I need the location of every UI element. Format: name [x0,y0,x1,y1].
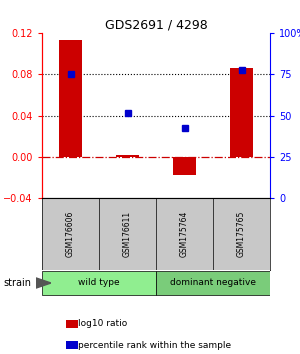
Text: GSM175765: GSM175765 [237,211,246,257]
Title: GDS2691 / 4298: GDS2691 / 4298 [105,19,207,32]
Text: GSM175764: GSM175764 [180,211,189,257]
Text: percentile rank within the sample: percentile rank within the sample [78,341,231,350]
Text: GSM176611: GSM176611 [123,211,132,257]
Text: strain: strain [3,278,31,288]
Text: dominant negative: dominant negative [170,278,256,287]
Text: log10 ratio: log10 ratio [78,319,127,329]
Polygon shape [36,278,51,288]
Bar [230,68,253,157]
Text: wild type: wild type [78,278,120,287]
Text: GSM176606: GSM176606 [66,211,75,257]
Bar [59,40,82,157]
Bar [42,271,156,295]
Bar [173,157,196,175]
Bar [156,271,270,295]
Bar [116,155,139,157]
